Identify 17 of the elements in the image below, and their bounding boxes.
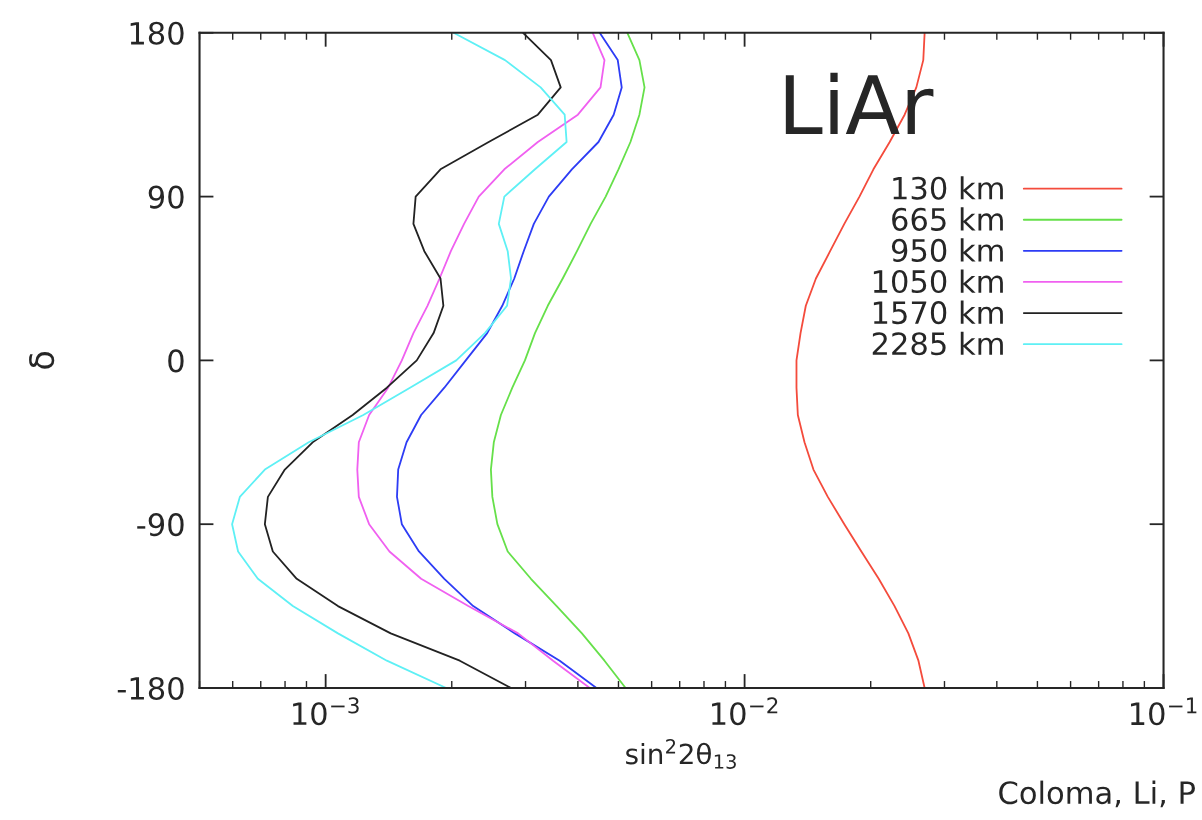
x-tick-label: 10$^{−2}$ <box>712 697 778 726</box>
y-tick-label: 180 <box>130 21 184 45</box>
legend-label: 1050 km <box>873 269 1003 294</box>
x-tick-label: 10$^{−3}$ <box>293 697 359 726</box>
x-axis-title: sin$^{2}$2θ$_{13}$ <box>626 739 736 769</box>
y-tick-label: 90 <box>148 185 184 209</box>
legend-label: 665 km <box>892 207 1003 231</box>
y-tick-label: -90 <box>137 513 184 537</box>
text: Coloma, Li, P <box>999 780 1195 808</box>
y-tick-label: 0 <box>168 349 184 373</box>
legend-label: 130 km <box>893 176 1003 200</box>
legend-label: 1570 km <box>873 300 1003 325</box>
x-tick-label: 10$^{−1}$ <box>1130 697 1197 726</box>
legend-label: 2285 km <box>872 331 1003 356</box>
y-axis-title: δ <box>29 352 55 369</box>
legend-label: 950 km <box>891 238 1003 262</box>
y-tick-label: -180 <box>117 676 184 701</box>
